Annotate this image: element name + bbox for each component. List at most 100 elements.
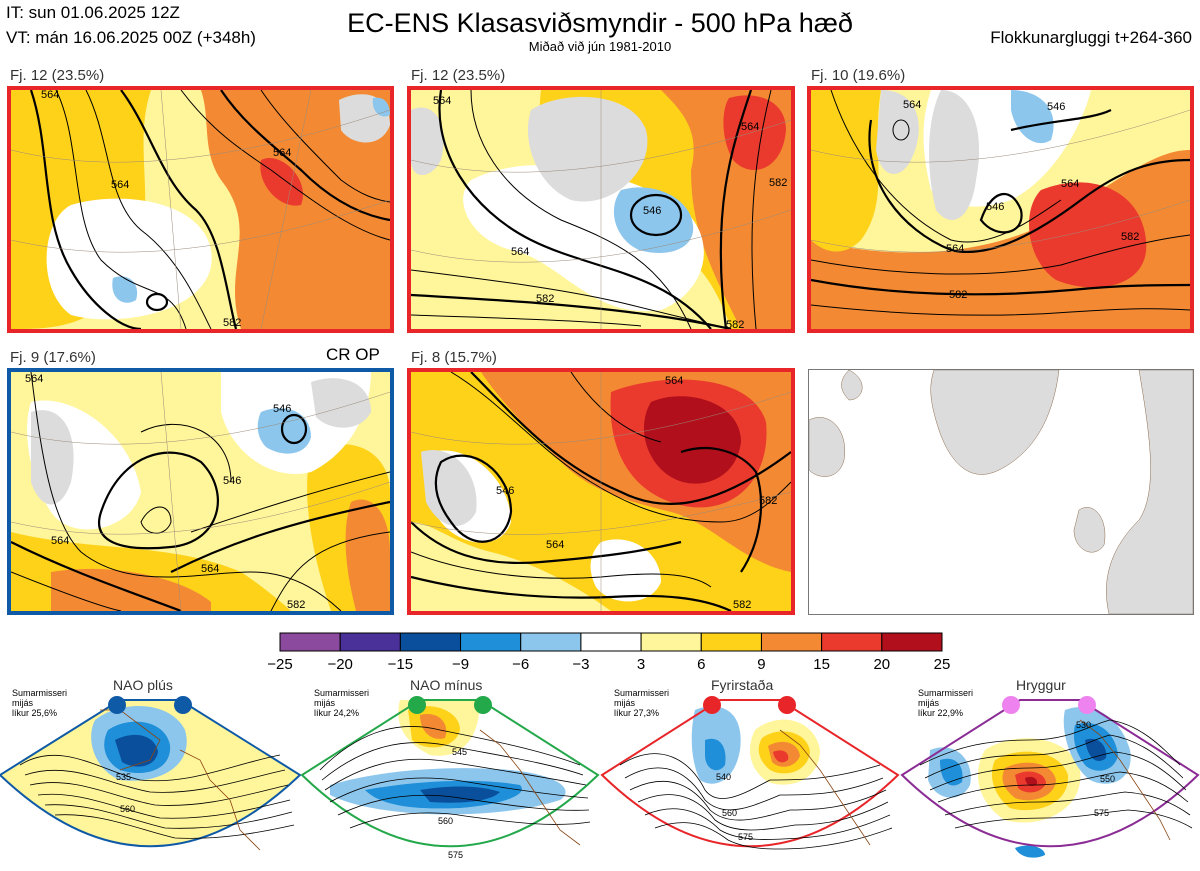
regime-note: Sumarmisseri mijás líkur 25,6% [12, 688, 68, 718]
contour-label: 582 [223, 317, 241, 329]
regime-contour-label: 575 [448, 850, 463, 860]
regime-contour-label: 550 [1100, 774, 1115, 784]
regime-blocking: 540 560 575 [600, 699, 900, 850]
regime-dot [1078, 696, 1096, 714]
cluster-5-map: 564 546 564 582 582 [407, 368, 795, 615]
regime-border [0, 699, 302, 848]
cluster-3-label: Fj. 10 (19.6%) [811, 67, 906, 84]
regime-title: NAO mínus [410, 677, 483, 693]
contour-label: 564 [903, 99, 921, 111]
cluster-1-label: Fj. 12 (23.5%) [10, 67, 105, 84]
cluster-5-label: Fj. 8 (15.7%) [411, 349, 497, 366]
contour-label: 564 [273, 147, 291, 159]
regime-border [900, 699, 1200, 848]
colorbar-bin [399, 632, 462, 652]
contour-label: 582 [949, 289, 967, 301]
regime-title: NAO plús [113, 677, 173, 693]
contour-label: 582 [726, 319, 744, 329]
contour-label: 564 [433, 95, 451, 107]
colorbar-bin [700, 632, 762, 652]
colorbar-bin [821, 632, 883, 652]
contour-label: 564 [51, 535, 69, 547]
colorbar-tick: −3 [572, 656, 589, 673]
regime-note: Sumarmisseri mijás líkur 22,9% [918, 688, 974, 718]
regime-dot [778, 696, 796, 714]
contour-label: 546 [496, 485, 514, 497]
regime-dot [408, 696, 426, 714]
empty-base-map [808, 369, 1194, 615]
regime-border [300, 699, 600, 848]
regime-border [600, 699, 900, 848]
chart-subtitle: Miðað við jún 1981-2010 [528, 39, 672, 54]
contour-label: 582 [733, 599, 751, 611]
colorbar-bin [279, 632, 341, 652]
colorbar: −25 −20 −15 −9 −6 −3 3 6 9 15 20 25 [267, 632, 951, 673]
contour-label: 582 [1121, 231, 1139, 243]
contour-label: 546 [223, 475, 241, 487]
initial-time: IT: sun 01.06.2025 12Z [6, 3, 180, 22]
cluster-1-map: 564 564 564 582 [7, 86, 394, 333]
regime-nao-minus: 545 560 575 [300, 699, 600, 860]
colorbar-tick: 20 [873, 656, 890, 673]
contour-label: 546 [273, 403, 291, 415]
regime-panels: 535 560 545 560 575 [0, 696, 1200, 860]
regime-title: Hryggur [1016, 677, 1066, 693]
regime-title: Fyrirstaða [711, 677, 774, 693]
regime-contour-label: 575 [738, 832, 753, 842]
contour-label: 582 [769, 177, 787, 189]
contour-label: 564 [25, 373, 43, 385]
regime-nao-plus: 535 560 [0, 699, 302, 851]
colorbar-bin [640, 632, 702, 652]
cluster-2-map: 564 546 564 582 582 582 564 [407, 86, 795, 333]
colorbar-bin [760, 632, 823, 652]
colorbar-bin [580, 632, 642, 652]
regime-contour-label: 535 [116, 772, 131, 782]
colorbar-tick: −15 [388, 656, 413, 673]
regime-ridge: 530 550 575 [900, 699, 1200, 858]
contour-label: 582 [287, 599, 305, 611]
colorbar-tick: −25 [267, 656, 292, 673]
regime-contour-label: 575 [1094, 808, 1109, 818]
contour-label: 564 [201, 563, 219, 575]
regime-dot [1002, 696, 1020, 714]
contour-label: 564 [41, 90, 59, 101]
colorbar-tick: −20 [327, 656, 352, 673]
regime-note: Sumarmisseri mijás líkur 27,3% [614, 688, 670, 718]
colorbar-bin [520, 632, 582, 652]
cluster-3-map: 564 546 546 564 582 564 582 [807, 86, 1194, 333]
colorbar-bin [339, 632, 401, 652]
regime-contour-label: 545 [452, 747, 467, 757]
contour-label: 564 [511, 246, 529, 258]
regime-contour-label: 560 [120, 804, 135, 814]
colorbar-tick: 25 [934, 656, 951, 673]
regime-contour-label: 560 [722, 808, 737, 818]
contour-label: 546 [1047, 101, 1065, 113]
regime-note: Sumarmisseri mijás líkur 24,2% [314, 688, 370, 718]
contour-label: 564 [546, 539, 564, 551]
colorbar-tick: −9 [452, 656, 469, 673]
colorbar-tick: 15 [813, 656, 830, 673]
regime-dot [108, 696, 126, 714]
colorbar-bin [881, 632, 943, 652]
regime-contour-label: 560 [438, 816, 453, 826]
contour-label: 582 [536, 293, 554, 305]
contour-label: 564 [665, 375, 683, 387]
cluster-2-label: Fj. 12 (23.5%) [411, 67, 506, 84]
contour-label: 564 [111, 179, 129, 191]
contour-label: 564 [741, 121, 759, 133]
contour-label: 564 [946, 243, 964, 255]
regime-dot [703, 696, 721, 714]
contour-label: 546 [643, 205, 661, 217]
regime-contour-label: 530 [1076, 720, 1091, 730]
contour-label: 582 [759, 495, 777, 507]
chart-title: EC-ENS Klasasviðsmyndir - 500 hPa hæð [347, 8, 853, 38]
clustering-window: Flokkunargluggi t+264-360 [990, 28, 1192, 47]
colorbar-tick: 9 [757, 656, 765, 673]
cluster-4-label: Fj. 9 (17.6%) [10, 349, 96, 366]
colorbar-tick: 3 [637, 656, 645, 673]
control-operational-tag: CR OP [326, 345, 380, 364]
contour-label: 564 [1061, 178, 1079, 190]
regime-contour-label: 540 [716, 772, 731, 782]
colorbar-bin [460, 632, 522, 652]
colorbar-tick: 6 [697, 656, 705, 673]
